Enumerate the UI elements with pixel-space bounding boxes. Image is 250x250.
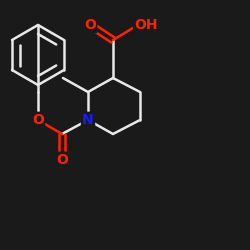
Text: O: O bbox=[84, 18, 96, 32]
Text: O: O bbox=[56, 153, 68, 167]
Text: OH: OH bbox=[134, 18, 158, 32]
Text: O: O bbox=[32, 113, 44, 127]
Text: N: N bbox=[82, 113, 94, 127]
